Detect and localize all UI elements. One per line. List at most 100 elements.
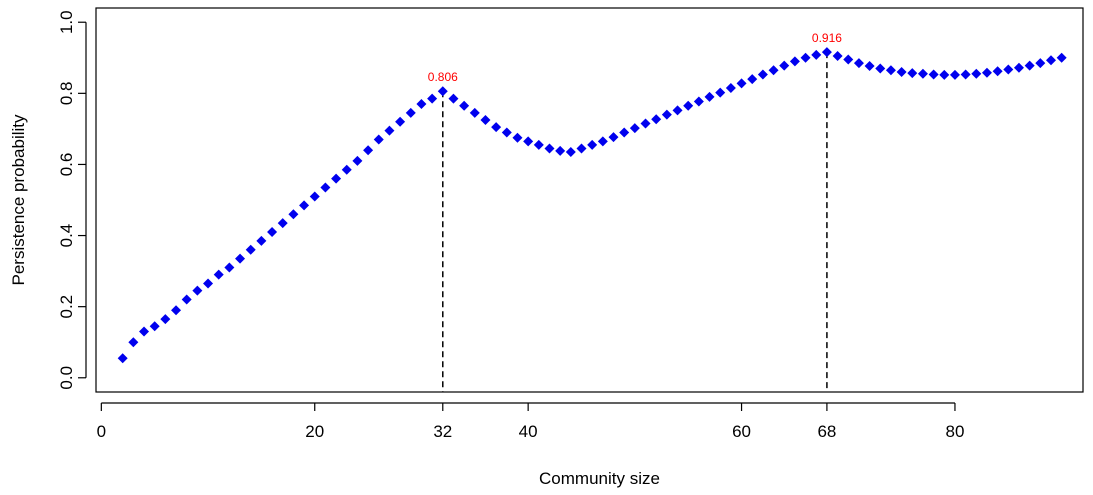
- data-point: [896, 67, 907, 77]
- data-points: [117, 47, 1067, 364]
- data-point: [427, 93, 438, 104]
- data-point: [523, 136, 534, 147]
- data-point: [256, 235, 267, 246]
- x-tick-label: 80: [945, 422, 964, 441]
- data-point: [117, 353, 128, 364]
- data-point: [864, 60, 875, 71]
- data-point: [832, 51, 843, 61]
- data-point: [309, 191, 320, 202]
- data-point: [939, 69, 950, 80]
- data-point: [299, 200, 310, 211]
- data-point: [949, 69, 960, 80]
- data-point: [619, 127, 630, 138]
- y-axis-title: Persistence probability: [9, 114, 28, 286]
- data-point: [149, 321, 160, 332]
- data-point: [597, 136, 608, 147]
- y-axis: 0.0 0.2 0.4 0.6 0.8 1.0: [57, 10, 87, 390]
- data-point: [971, 68, 982, 79]
- data-point: [800, 52, 811, 63]
- data-point: [555, 145, 566, 156]
- x-tick-label: 40: [519, 422, 538, 441]
- y-tick-label: 0.4: [57, 224, 76, 248]
- data-point: [779, 60, 790, 71]
- x-tick-label: 32: [433, 422, 452, 441]
- data-point: [341, 164, 352, 175]
- data-point: [672, 105, 683, 116]
- data-point: [139, 326, 150, 337]
- data-point: [405, 107, 416, 118]
- data-point: [981, 67, 992, 78]
- data-point: [629, 123, 640, 134]
- y-tick-label: 0.6: [57, 153, 76, 177]
- data-point: [320, 182, 331, 193]
- x-axis: 0 20 32 40 60 68 80: [97, 402, 964, 441]
- data-point: [587, 139, 598, 150]
- data-point: [245, 244, 256, 255]
- data-point: [235, 253, 246, 264]
- y-tick-label: 1.0: [57, 10, 76, 34]
- data-point: [725, 83, 736, 93]
- data-point: [875, 63, 886, 74]
- data-point: [160, 314, 171, 325]
- data-point: [533, 139, 544, 150]
- data-point: [661, 109, 672, 120]
- data-point: [757, 69, 768, 80]
- annotation-label: 0.806: [428, 70, 458, 84]
- data-point: [373, 134, 384, 145]
- x-tick-label: 20: [305, 422, 324, 441]
- data-point: [693, 96, 704, 107]
- x-tick-label: 0: [97, 422, 106, 441]
- data-point: [768, 65, 779, 76]
- data-point: [640, 118, 651, 129]
- data-point: [363, 145, 374, 156]
- data-point: [907, 68, 918, 79]
- reference-lines: [442, 52, 828, 392]
- data-point: [747, 74, 758, 85]
- data-point: [651, 114, 662, 125]
- data-point: [811, 49, 822, 60]
- data-point: [885, 65, 896, 76]
- data-point: [395, 116, 406, 127]
- data-point: [512, 132, 523, 143]
- data-point: [459, 100, 470, 111]
- x-tick-label: 68: [817, 422, 836, 441]
- data-point: [715, 87, 726, 98]
- data-point: [331, 173, 342, 184]
- data-point: [683, 100, 694, 111]
- data-point: [437, 86, 448, 97]
- data-point: [789, 56, 800, 67]
- annotations: 0.806 0.916: [428, 31, 842, 84]
- data-point: [821, 47, 832, 58]
- data-point: [608, 132, 619, 143]
- data-point: [469, 107, 480, 118]
- data-point: [565, 147, 576, 157]
- annotation-label: 0.916: [812, 31, 842, 45]
- data-point: [960, 69, 971, 80]
- data-point: [917, 68, 928, 79]
- y-tick-label: 0.2: [57, 295, 76, 319]
- data-point: [192, 285, 203, 296]
- data-point: [224, 262, 235, 273]
- data-point: [491, 122, 502, 133]
- data-point: [1056, 52, 1067, 63]
- data-point: [853, 58, 864, 69]
- data-point: [288, 209, 299, 220]
- data-point: [1045, 55, 1056, 66]
- data-point: [448, 93, 459, 104]
- y-tick-label: 0.0: [57, 366, 76, 390]
- data-point: [416, 99, 427, 109]
- data-point: [704, 91, 715, 102]
- data-point: [480, 115, 491, 125]
- data-point: [213, 269, 224, 280]
- data-point: [501, 127, 512, 138]
- data-point: [1003, 64, 1014, 75]
- data-point: [843, 54, 854, 65]
- x-axis-title: Community size: [539, 469, 660, 488]
- data-point: [267, 227, 278, 237]
- data-point: [203, 278, 214, 289]
- data-point: [544, 143, 555, 154]
- data-point: [1024, 60, 1035, 71]
- data-point: [171, 305, 182, 316]
- data-point: [1013, 62, 1024, 73]
